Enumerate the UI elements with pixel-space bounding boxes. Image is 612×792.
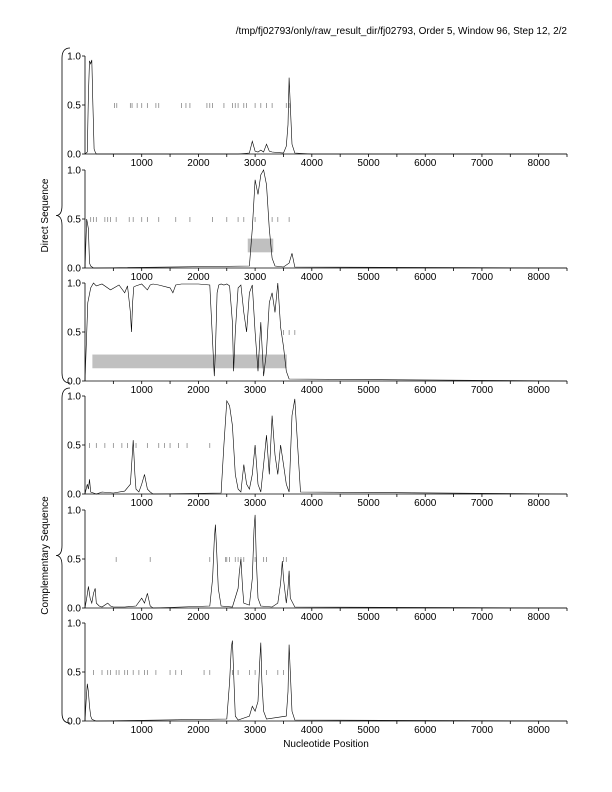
x-tick-label: 8000 <box>528 725 551 736</box>
x-tick-label: 8000 <box>528 498 551 509</box>
x-tick-label: 7000 <box>471 725 494 736</box>
series-line <box>84 640 568 722</box>
x-tick-label: 6000 <box>414 725 437 736</box>
x-tick-label: 3000 <box>244 498 267 509</box>
panel-complementary-1: 0.0 0.5 1.0 1000 2000 3000 4000 5000 6000 7000 800… <box>67 392 568 509</box>
group-label: Direct Sequence <box>40 178 51 252</box>
y-tick-label: 0.5 <box>67 668 81 679</box>
x-tick-label: 6000 <box>414 385 437 396</box>
y-tick-label: 1.0 <box>67 279 81 290</box>
panel-direct-3: 0.0 0.5 1.0 1000 2000 3000 4000 5000 6000 7000 800… <box>67 279 568 396</box>
shaded-region <box>247 238 274 253</box>
x-tick-label: 7000 <box>471 272 494 283</box>
x-tick-label: 8000 <box>528 385 551 396</box>
x-tick-label: 3000 <box>244 158 267 169</box>
x-tick-label: 5000 <box>357 498 380 509</box>
x-tick-label: 5000 <box>357 725 380 736</box>
x-tick-label: 3000 <box>244 272 267 283</box>
group-brace <box>55 387 71 724</box>
x-tick-label: 5000 <box>357 272 380 283</box>
y-tick-label: 0.5 <box>67 101 81 112</box>
group-direct: Direct Sequence <box>40 47 71 384</box>
x-tick-label: 5000 <box>357 385 380 396</box>
x-tick-label: 5000 <box>357 158 380 169</box>
x-tick-label: 1000 <box>131 612 154 623</box>
y-tick-label: 1.0 <box>67 52 81 63</box>
x-tick-label: 4000 <box>301 272 324 283</box>
x-tick-label: 2000 <box>187 612 210 623</box>
x-tick-label: 6000 <box>414 498 437 509</box>
y-tick-label: 0.5 <box>67 555 81 566</box>
group-brace <box>55 47 71 384</box>
y-tick-label: 1.0 <box>67 166 81 177</box>
series-line <box>84 169 568 269</box>
x-tick-label: 2000 <box>187 498 210 509</box>
y-tick-label: 1.0 <box>67 506 81 517</box>
group-complementary: Complementary Sequence <box>40 387 71 724</box>
x-tick-label: 1000 <box>131 725 154 736</box>
x-tick-label: 7000 <box>471 498 494 509</box>
x-tick-label: 7000 <box>471 612 494 623</box>
x-tick-label: 2000 <box>187 385 210 396</box>
group-labels-layer: Direct Sequence Complementary Sequence <box>40 47 71 724</box>
panel-complementary-2: 0.0 0.5 1.0 1000 2000 3000 4000 5000 6000 7000 800… <box>67 506 568 623</box>
y-tick-label: 1.0 <box>67 619 81 630</box>
x-tick-label: 4000 <box>301 385 324 396</box>
x-tick-label: 2000 <box>187 158 210 169</box>
y-tick-label: 0.5 <box>67 215 81 226</box>
x-tick-label: 6000 <box>414 158 437 169</box>
panel-complementary-3: 0.0 0.5 1.0 1000 2000 3000 4000 5000 6000 7000 800… <box>67 619 568 736</box>
panels-layer: 0.0 0.5 1.0 1000 2000 3000 4000 5000 6000 7000 800… <box>67 52 568 736</box>
x-tick-label: 4000 <box>301 498 324 509</box>
y-tick-label: 0.0 <box>67 490 81 501</box>
x-tick-label: 1000 <box>131 158 154 169</box>
x-tick-label: 2000 <box>187 272 210 283</box>
y-tick-label: 0.5 <box>67 328 81 339</box>
x-tick-label: 5000 <box>357 612 380 623</box>
page-title: /tmp/fj02793/only/raw_result_dir/fj02793… <box>235 26 567 37</box>
x-tick-label: 3000 <box>244 385 267 396</box>
x-tick-label: 1000 <box>131 385 154 396</box>
x-tick-label: 8000 <box>528 158 551 169</box>
series-line <box>84 282 568 382</box>
x-tick-label: 1000 <box>131 498 154 509</box>
x-tick-label: 2000 <box>187 725 210 736</box>
y-tick-label: 0.0 <box>67 717 81 728</box>
x-tick-label: 4000 <box>301 158 324 169</box>
x-tick-label: 4000 <box>301 725 324 736</box>
series-line <box>84 59 567 155</box>
x-tick-label: 7000 <box>471 158 494 169</box>
x-tick-label: 7000 <box>471 385 494 396</box>
x-tick-label: 4000 <box>301 612 324 623</box>
group-label: Complementary Sequence <box>40 496 51 615</box>
y-tick-label: 1.0 <box>67 392 81 403</box>
x-tick-label: 1000 <box>131 272 154 283</box>
panel-direct-2: 0.0 0.5 1.0 1000 2000 3000 4000 5000 6000 7000 800… <box>67 166 568 283</box>
x-tick-label: 6000 <box>414 272 437 283</box>
shaded-region <box>92 354 287 369</box>
y-tick-label: 0.0 <box>67 264 81 275</box>
y-tick-label: 0.0 <box>67 150 81 161</box>
y-tick-label: 0.5 <box>67 441 81 452</box>
y-tick-label: 0.0 <box>67 604 81 615</box>
x-axis-title: Nucleotide Position <box>283 739 369 750</box>
x-tick-label: 6000 <box>414 612 437 623</box>
panel-direct-1: 0.0 0.5 1.0 1000 2000 3000 4000 5000 6000 7000 800… <box>67 52 568 169</box>
series-line <box>84 514 568 609</box>
x-tick-label: 8000 <box>528 612 551 623</box>
series-line <box>84 398 568 495</box>
y-tick-label: 0.0 <box>67 377 81 388</box>
x-tick-label: 8000 <box>528 272 551 283</box>
x-tick-label: 3000 <box>244 612 267 623</box>
x-tick-label: 3000 <box>244 725 267 736</box>
